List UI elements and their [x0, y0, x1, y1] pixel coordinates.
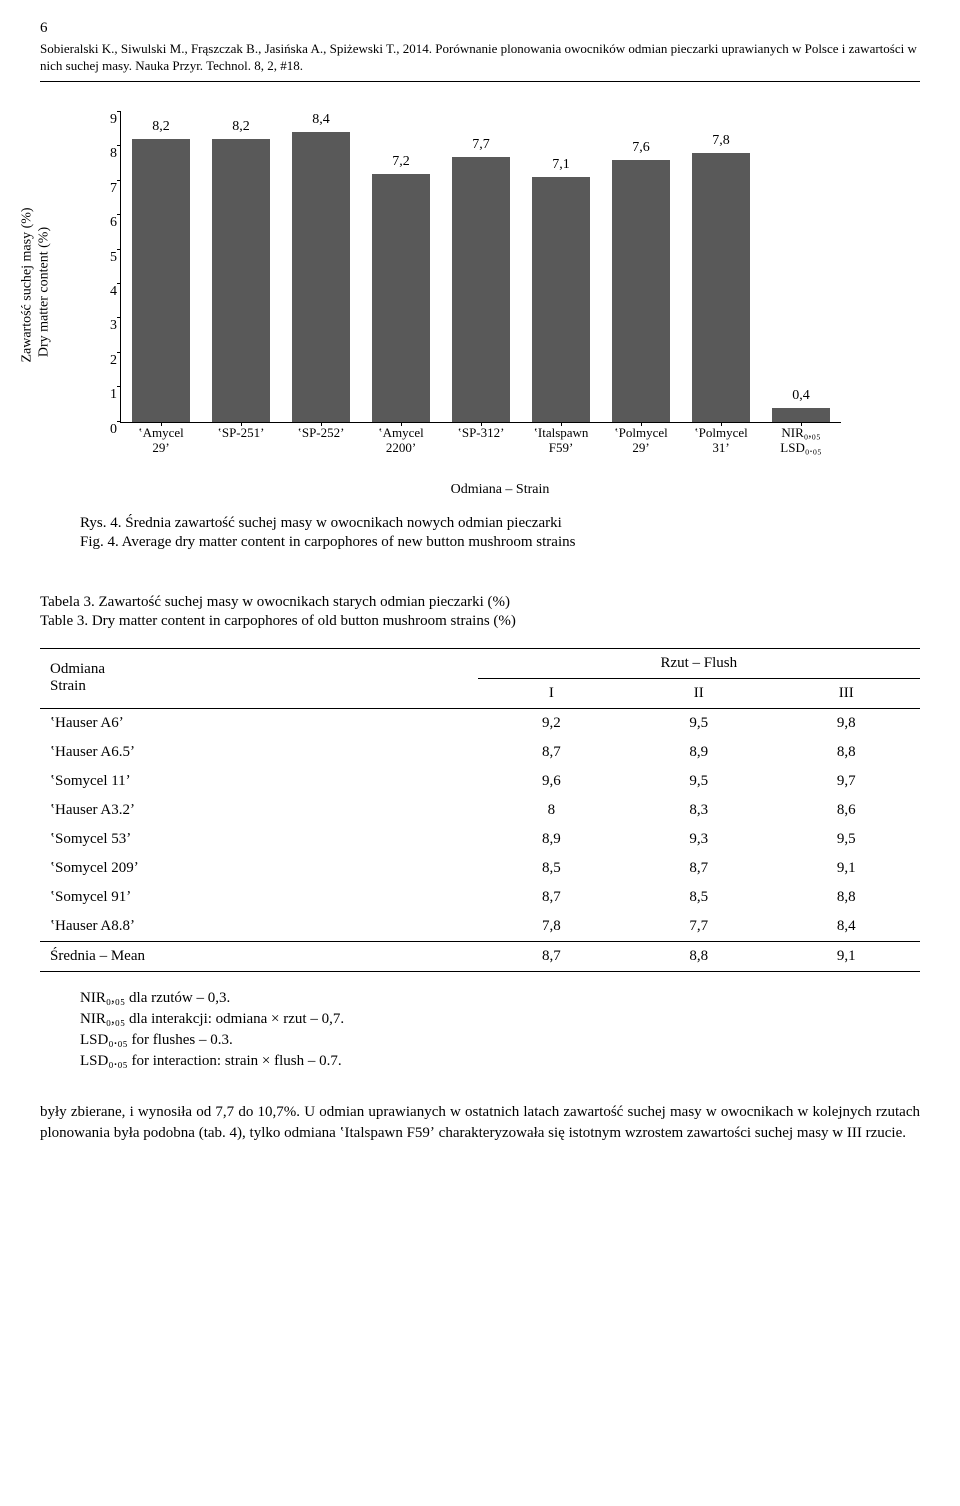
- x-tick-label: ʽAmycel29ʼ: [121, 422, 201, 456]
- y-tick-label: 2: [97, 353, 117, 369]
- x-tick-label: NIR₀,₀₅LSD₀.₀₅: [761, 422, 841, 456]
- bar-value-label: 8,2: [131, 119, 191, 135]
- table-row: ʽHauser A6.5ʼ8,78,98,8: [40, 738, 920, 767]
- x-tick-label: ʽSP-252ʼ: [281, 422, 361, 441]
- chart-bar: [452, 157, 510, 422]
- bar-value-label: 7,1: [531, 157, 591, 173]
- note-line: NIR₀,₀₅ dla interakcji: odmiana × rzut –…: [80, 1009, 920, 1030]
- chart-bar: [292, 132, 350, 421]
- chart-bar: [372, 174, 430, 422]
- table-row: ʽSomycel 91ʼ8,78,58,8: [40, 883, 920, 912]
- body-paragraph: były zbierane, i wynosiła od 7,7 do 10,7…: [40, 1102, 920, 1144]
- bar-value-label: 8,4: [291, 112, 351, 128]
- table-row: ʽSomycel 11ʼ9,69,59,7: [40, 767, 920, 796]
- table-notes: NIR₀,₀₅ dla rzutów – 0,3.NIR₀,₀₅ dla int…: [80, 988, 920, 1072]
- running-header: Sobieralski K., Siwulski M., Frąszczak B…: [40, 41, 920, 82]
- bar-value-label: 7,2: [371, 154, 431, 170]
- bar-value-label: 7,6: [611, 140, 671, 156]
- note-line: NIR₀,₀₅ dla rzutów – 0,3.: [80, 988, 920, 1009]
- y-axis-label: Zawartość suchej masy (%)Dry matter cont…: [2, 207, 69, 376]
- bar-value-label: 7,8: [691, 133, 751, 149]
- bar-value-label: 0,4: [771, 388, 831, 404]
- chart-bar: [132, 139, 190, 421]
- y-tick-label: 7: [97, 181, 117, 197]
- x-tick-label: ʽAmycel2200ʼ: [361, 422, 441, 456]
- chart-bar: [532, 177, 590, 422]
- x-tick-label: ʽPolmycel31ʼ: [681, 422, 761, 456]
- table-row: ʽHauser A8.8ʼ7,87,78,4: [40, 912, 920, 942]
- table-caption: Tabela 3. Zawartość suchej masy w owocni…: [40, 593, 920, 632]
- page-number: 6: [40, 20, 920, 37]
- note-line: LSD₀.₀₅ for flushes – 0.3.: [80, 1030, 920, 1051]
- y-tick-label: 9: [97, 112, 117, 128]
- data-table: Odmiana Strain Rzut – Flush I II III ʽHa…: [40, 648, 920, 972]
- y-tick-label: 0: [97, 422, 117, 438]
- chart-bar: [692, 153, 750, 422]
- y-tick-label: 5: [97, 250, 117, 266]
- table-row: ʽHauser A3.2ʼ88,38,6: [40, 796, 920, 825]
- x-axis-title: Odmiana – Strain: [80, 482, 920, 498]
- figure-caption: Rys. 4. Średnia zawartość suchej masy w …: [80, 514, 920, 553]
- x-tick-label: ʽSP-251ʼ: [201, 422, 281, 441]
- x-tick-label: ʽSP-312ʼ: [441, 422, 521, 441]
- bar-chart: Zawartość suchej masy (%)Dry matter cont…: [80, 112, 860, 472]
- table-row: ʽHauser A6ʼ9,29,59,8: [40, 708, 920, 738]
- chart-bar: [212, 139, 270, 421]
- y-tick-label: 4: [97, 284, 117, 300]
- bar-value-label: 8,2: [211, 119, 271, 135]
- x-tick-label: ʽItalspawnF59ʼ: [521, 422, 601, 456]
- x-tick-label: ʽPolmycel29ʼ: [601, 422, 681, 456]
- y-tick-label: 1: [97, 387, 117, 403]
- table-row: ʽSomycel 209ʼ8,58,79,1: [40, 854, 920, 883]
- table-row: ʽSomycel 53ʼ8,99,39,5: [40, 825, 920, 854]
- bar-value-label: 7,7: [451, 137, 511, 153]
- y-tick-label: 6: [97, 215, 117, 231]
- y-tick-label: 8: [97, 146, 117, 162]
- chart-bar: [612, 160, 670, 422]
- note-line: LSD₀.₀₅ for interaction: strain × flush …: [80, 1051, 920, 1072]
- y-tick-label: 3: [97, 318, 117, 334]
- chart-bar: [772, 408, 830, 422]
